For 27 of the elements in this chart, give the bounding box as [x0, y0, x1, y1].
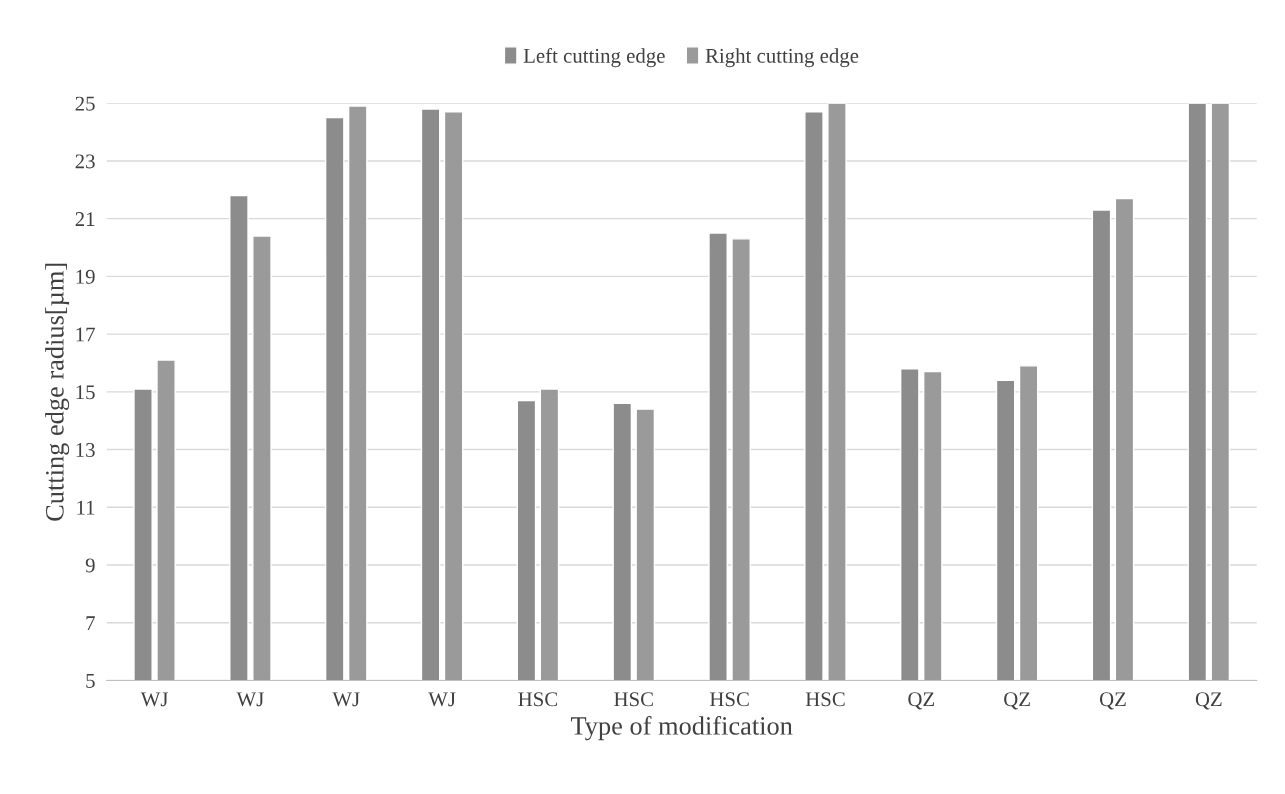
- x-tick-label: HSC: [518, 692, 558, 707]
- y-tick-label: 17: [76, 327, 95, 342]
- x-tick-label: HSC: [709, 692, 749, 707]
- x-axis-title: Type of modification: [570, 716, 793, 741]
- y-tick-label: 21: [75, 212, 95, 226]
- x-tick-label: QZ: [1099, 692, 1126, 710]
- x-tick-label: HSC: [805, 692, 845, 707]
- y-tick-label: 7: [86, 616, 95, 630]
- y-tick-label: 11: [77, 500, 95, 515]
- x-tick-label: HSC: [614, 692, 653, 707]
- x-tick-label: WJ: [236, 692, 264, 707]
- legend-label: Left cutting edge: [523, 47, 665, 68]
- x-tick-label: WJ: [332, 692, 360, 707]
- y-tick-label: 19: [76, 269, 95, 284]
- y-tick-label: 13: [76, 443, 95, 457]
- x-tick-label: QZ: [908, 692, 935, 710]
- x-tick-label: WJ: [140, 692, 169, 707]
- legend-label: Right cutting edge: [705, 48, 859, 68]
- y-tick-label: 5: [86, 674, 95, 688]
- y-tick-label: 23: [75, 154, 95, 169]
- y-tick-label: 15: [76, 385, 95, 400]
- y-axis-title: Cutting edge radius[µm]: [45, 263, 70, 521]
- y-tick-label: 9: [85, 558, 95, 573]
- y-tick-label: 25: [75, 96, 95, 111]
- x-tick-label: QZ: [1004, 692, 1030, 710]
- x-tick-label: WJ: [428, 692, 456, 707]
- x-tick-label: QZ: [1195, 692, 1222, 710]
